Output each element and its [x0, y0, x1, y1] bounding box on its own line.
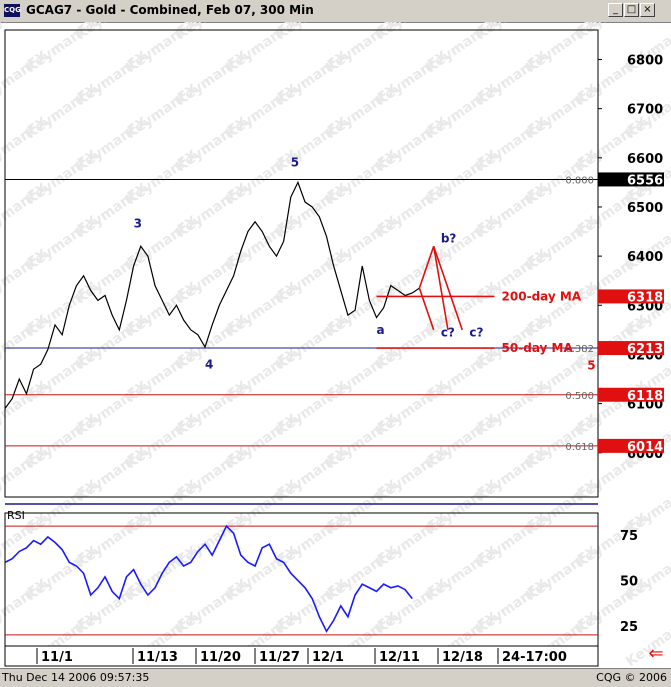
x-axis-band	[4, 645, 599, 667]
rsi-tick-label: 25	[620, 620, 638, 635]
x-tick-label: 11/20	[200, 650, 241, 665]
watermark-text: KeymanFX	[0, 378, 51, 439]
y-tick-label: 6700	[627, 103, 663, 118]
wave-annotation: 200-day MA	[502, 289, 582, 303]
x-tick-label: 12/1	[312, 650, 344, 665]
projection-path-c	[418, 287, 435, 331]
watermark-text: KeymanFX	[0, 180, 51, 241]
watermark-text: KeymanFX	[0, 114, 51, 175]
watermark-text: KeymanFX	[0, 576, 51, 637]
x-tick-label: 11/1	[41, 650, 73, 665]
watermark-text: KeymanFX	[0, 22, 51, 43]
wave-annotation: 5	[587, 358, 595, 372]
rsi-tick-label: 75	[620, 529, 638, 544]
fib-level-label: 0.000	[565, 175, 594, 186]
projection-path-c2	[432, 246, 464, 331]
rsi-pane-title: RSI	[7, 509, 25, 522]
x-tick-label: 12/18	[442, 650, 483, 665]
price-marker-label: 6014	[627, 440, 663, 455]
wave-annotation: c?	[441, 325, 455, 339]
cqg-app-icon: CQG	[4, 4, 21, 17]
wave-annotation: c?	[469, 325, 483, 339]
price-marker-box	[598, 387, 664, 402]
fib-level-label: 0.500	[565, 391, 594, 402]
wave-annotation: a	[377, 323, 385, 337]
close-button[interactable]: ×	[640, 3, 655, 17]
wave-annotation: 3	[134, 217, 142, 231]
watermark-text: KeymanFX	[0, 246, 51, 307]
grid-layer	[4, 29, 599, 649]
price-marker-box	[598, 341, 664, 356]
price-marker-label: 6556	[627, 173, 663, 188]
window-titlebar: CQG GCAG7 - Gold - Combined, Feb 07, 300…	[0, 0, 671, 23]
rsi-line	[4, 524, 413, 633]
wave-annotation: 50-day MA	[502, 341, 574, 355]
window-title: GCAG7 - Gold - Combined, Feb 07, 300 Min	[26, 3, 314, 17]
minimize-button[interactable]: _	[608, 3, 623, 17]
price-pane-frame	[4, 29, 599, 498]
price-series	[4, 180, 420, 409]
axis-layer: 6000610062006300640065006600670068006556…	[4, 53, 664, 667]
x-tick-label: 11/13	[137, 650, 178, 665]
wave-annotation: b?	[441, 231, 457, 245]
price-marker-label: 6318	[627, 290, 663, 305]
fib-level-label: 0.382	[565, 344, 594, 355]
price-chart: KeymanFX KeymanFX KeymanFX KeymanFX KeymanFX…	[0, 22, 671, 668]
rsi-series	[4, 524, 413, 633]
annotation-layer: 5 3 4 a b? c? c? 200-day MA 50-day MA 5	[134, 156, 596, 373]
status-timestamp: Thu Dec 14 2006 09:57:35	[2, 671, 150, 684]
watermark-text: KeymanFX	[0, 312, 51, 373]
x-tick-label: 24-17:00	[502, 650, 567, 665]
x-tick-label: 11/27	[259, 650, 300, 665]
x-tick-label: 12/11	[379, 650, 420, 665]
watermark-text: KeymanFX	[0, 444, 51, 505]
price-marker-label: 6213	[627, 342, 663, 357]
price-marker-box	[598, 172, 664, 187]
fib-level-label: 0.618	[565, 442, 594, 453]
status-bar: Thu Dec 14 2006 09:57:35 CQG © 2006	[0, 668, 671, 687]
watermark-text: KeymanFX	[0, 48, 51, 109]
y-tick-label: 6500	[627, 201, 663, 216]
rsi-tick-label: 50	[620, 575, 638, 590]
status-copyright: CQG © 2006	[596, 671, 667, 684]
price-marker-label: 6118	[627, 389, 663, 404]
wave-annotation: 5	[291, 156, 299, 170]
projection-layer	[376, 246, 495, 349]
price-marker-box	[598, 289, 664, 304]
price-line	[4, 180, 420, 409]
y-tick-label: 6800	[627, 53, 663, 68]
reference-lines: 0.000 0.382 0.500 0.618	[5, 175, 598, 453]
price-marker-box	[598, 438, 664, 453]
maximize-button[interactable]: □	[624, 3, 639, 17]
scroll-left-arrow-icon[interactable]: ⇐	[648, 643, 664, 664]
y-tick-label: 6600	[627, 152, 663, 167]
y-tick-label: 6400	[627, 250, 663, 265]
wave-annotation: 4	[205, 357, 213, 371]
